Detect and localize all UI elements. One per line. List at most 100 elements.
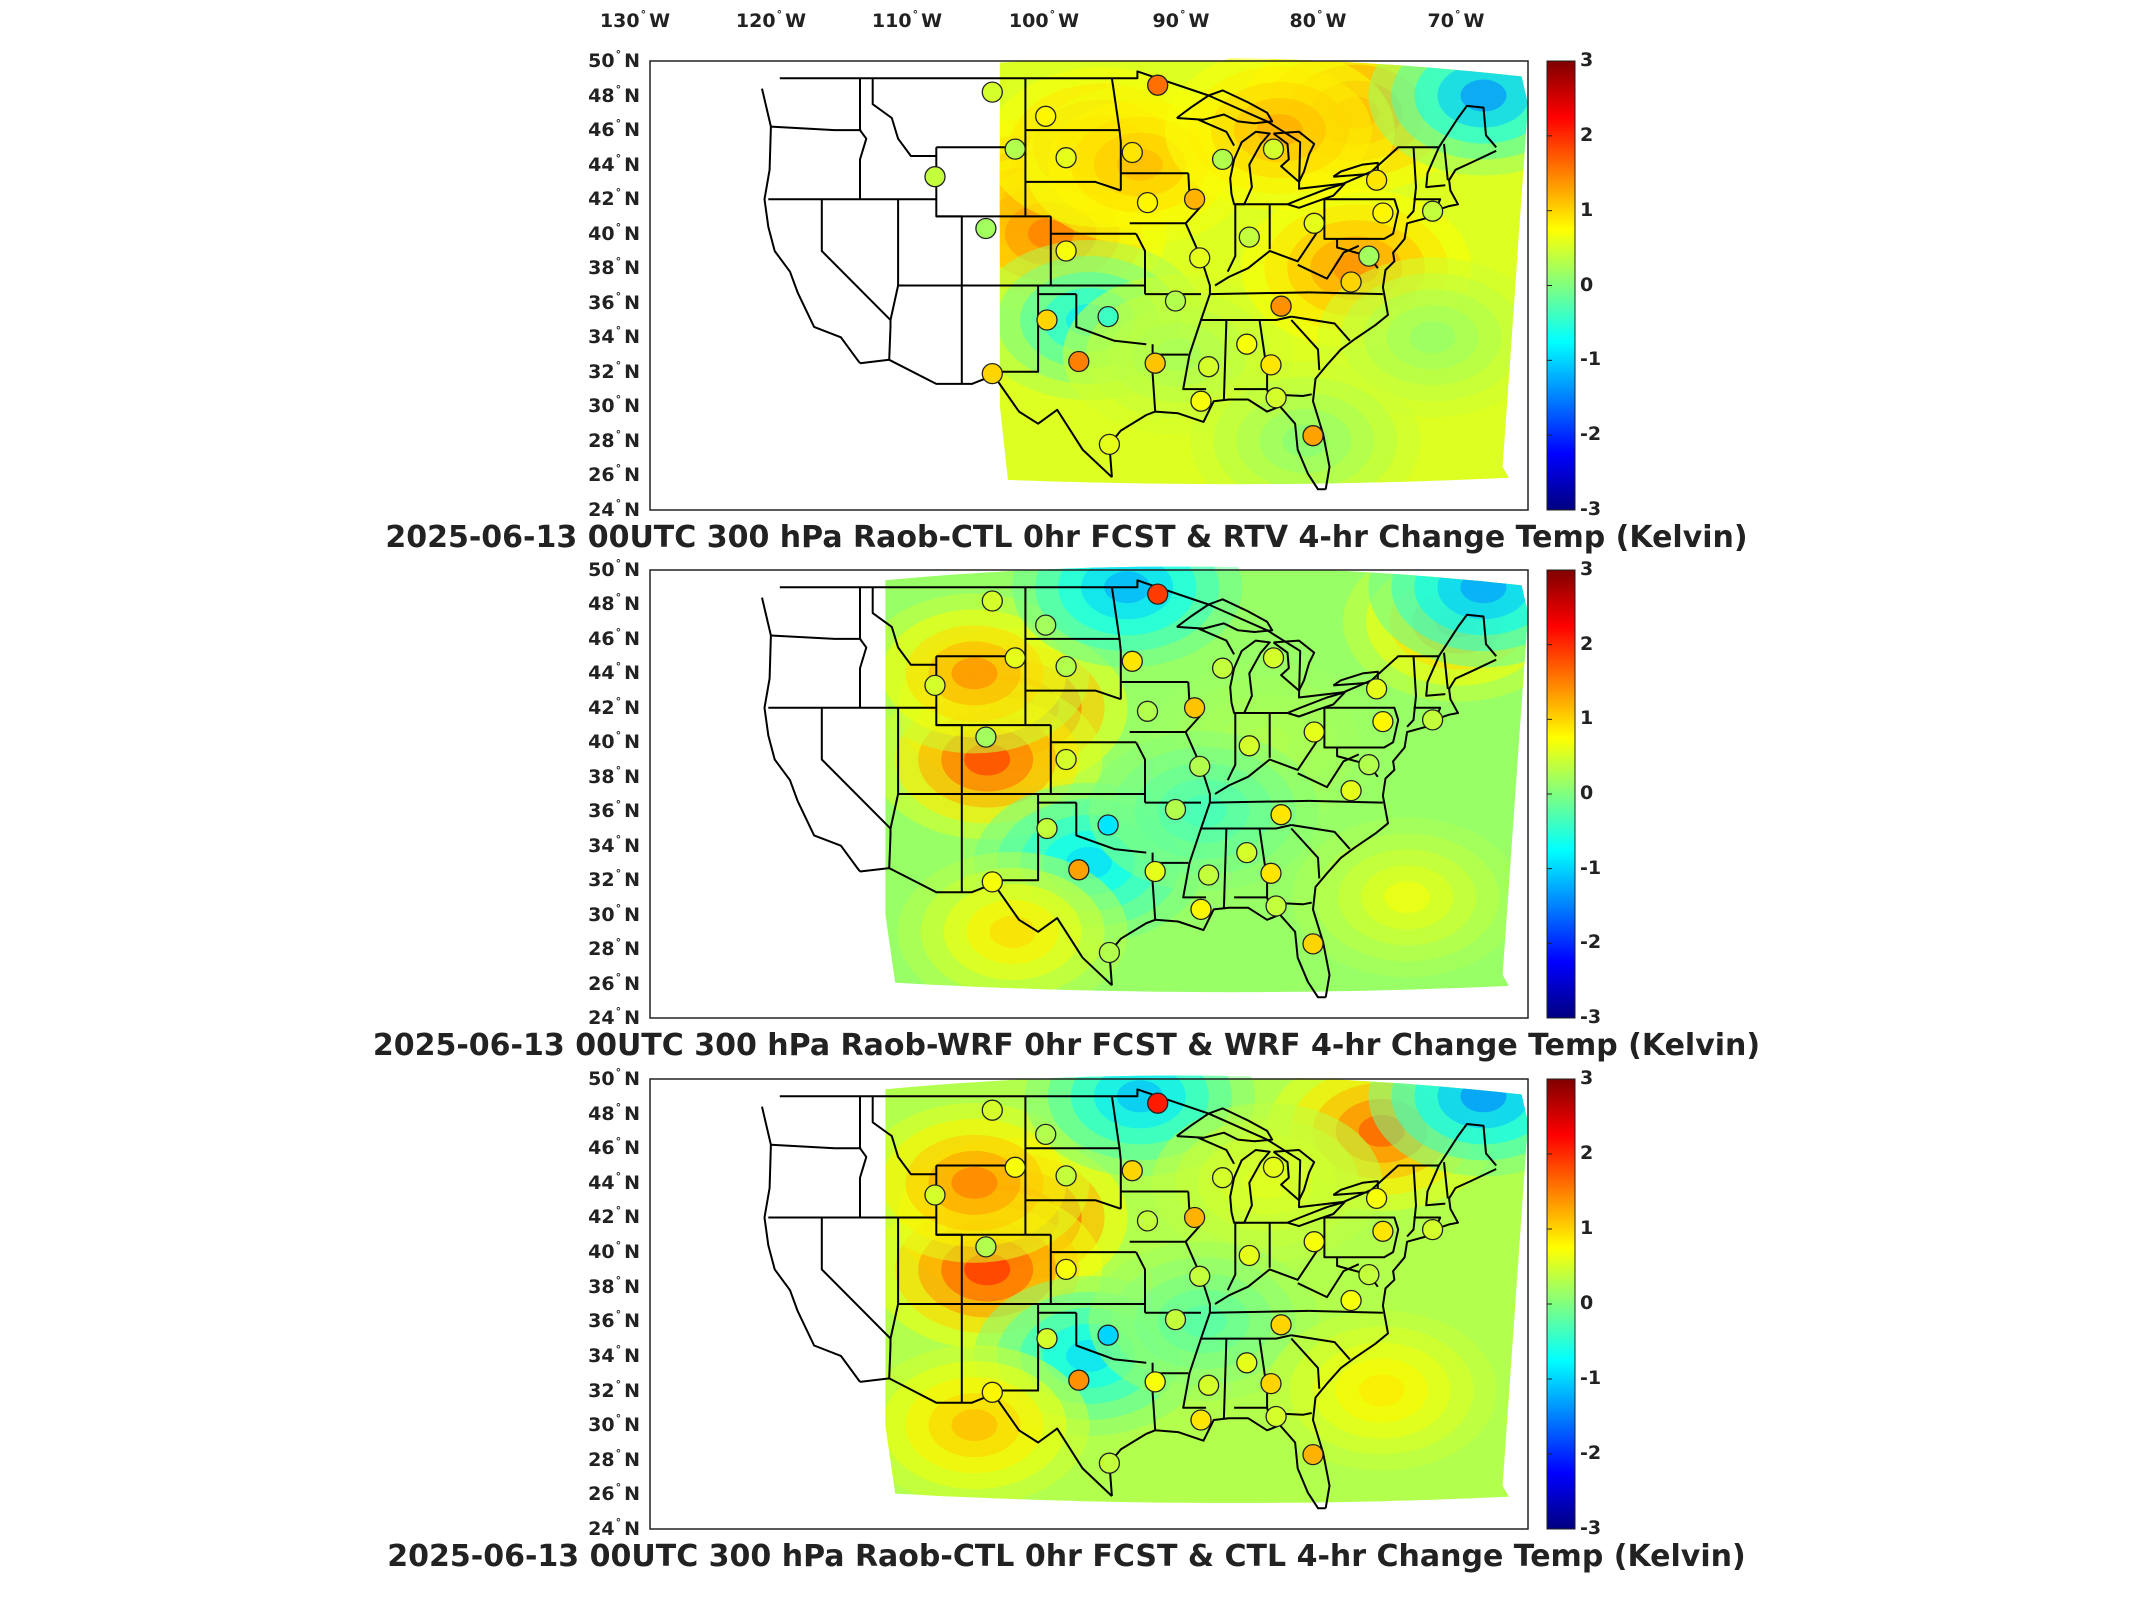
lat-tick-label: 24° N — [588, 1005, 640, 1029]
map-boundaries — [761, 579, 1497, 999]
raob-station-marker — [981, 1381, 1003, 1403]
atlantic-coast — [1312, 149, 1497, 490]
raob-station-marker — [1097, 814, 1119, 836]
id-west — [859, 78, 868, 200]
lat-tick-label: 26° N — [588, 1481, 640, 1506]
field-anomaly — [951, 1409, 998, 1442]
lake-ontario — [1332, 1180, 1379, 1196]
lake-ontario — [1332, 161, 1379, 178]
id-mt — [871, 78, 937, 157]
lon-tick-label: 110° W — [871, 8, 943, 32]
raob-station-marker — [1372, 1220, 1394, 1242]
raob-station-marker — [1421, 200, 1444, 222]
atlantic-coast — [1312, 658, 1497, 998]
lat-tick-label: 34° N — [588, 1342, 640, 1367]
ms-al — [1222, 828, 1228, 908]
wa-or — [770, 634, 862, 640]
me-nh — [1443, 143, 1449, 181]
lat-tick-label: 50° N — [588, 48, 640, 72]
raob-station-marker — [1303, 212, 1325, 234]
ks-mo — [1135, 1251, 1146, 1313]
nc-sc — [1291, 1334, 1351, 1361]
colorbar-tick-label: 2 — [1580, 632, 1594, 655]
lat-tick-label: 38° N — [588, 1273, 640, 1298]
colorbar-tick-label: 1 — [1580, 707, 1594, 730]
vt-nh — [1425, 1165, 1446, 1207]
raob-station-marker — [1365, 678, 1388, 700]
ms-al — [1222, 319, 1228, 400]
raob-station-marker — [1004, 1156, 1026, 1178]
raob-station-marker — [1372, 202, 1394, 224]
lon-tick-label: 100° W — [1008, 8, 1080, 32]
raob-station-marker — [1236, 1352, 1258, 1374]
temperature-field — [885, 566, 1528, 993]
lat-tick-label: 50° N — [588, 1066, 640, 1090]
raob-station-marker — [1358, 754, 1380, 776]
raob-station-marker — [1302, 933, 1324, 955]
raob-station-marker — [1055, 147, 1077, 169]
lat-tick-label: 24° N — [588, 497, 640, 521]
raob-station-marker — [1098, 941, 1121, 964]
field-anomaly — [1358, 1374, 1405, 1407]
lat-tick-label: 36° N — [588, 798, 640, 823]
raob-station-marker — [1365, 169, 1388, 191]
ga-sc — [1290, 1337, 1321, 1389]
west-coast — [761, 88, 861, 364]
raob-station-marker — [1190, 1409, 1212, 1431]
lat-tick-label: 26° N — [588, 462, 640, 487]
lon-tick-label: 130° W — [599, 8, 671, 32]
map-boundaries — [761, 1088, 1497, 1510]
raob-station-marker — [981, 81, 1003, 103]
lat-tick-label: 34° N — [588, 324, 640, 349]
colorbar-tick-label: 2 — [1580, 123, 1594, 146]
wv-va — [1297, 753, 1360, 789]
ohio-river — [1214, 1241, 1324, 1305]
raob-station-marker — [1270, 804, 1292, 826]
west-coast — [761, 1106, 861, 1383]
raob-station-marker — [1035, 1123, 1057, 1146]
raob-station-marker — [1197, 1374, 1220, 1396]
lat-tick-label: 38° N — [588, 763, 640, 788]
raob-station-marker — [1055, 655, 1077, 678]
raob-station-marker — [975, 1236, 997, 1258]
vt-nh — [1425, 146, 1446, 189]
ga-sc — [1290, 319, 1321, 371]
wi-mi — [1198, 118, 1235, 147]
id-west — [859, 587, 868, 708]
lake-huron — [1272, 130, 1316, 183]
raob-station-marker — [1183, 1206, 1206, 1229]
raob-station-marker — [1055, 240, 1077, 262]
gulf-coast — [1108, 906, 1326, 999]
ky-tn — [1209, 799, 1310, 804]
raob-station-marker — [1147, 74, 1169, 96]
ms-al — [1222, 1338, 1228, 1419]
raob-station-marker — [1197, 864, 1220, 886]
mexico-border — [859, 358, 1113, 478]
wi-mi — [1198, 627, 1235, 655]
raob-station-marker — [1036, 309, 1058, 331]
raob-station-marker — [1164, 798, 1187, 821]
raob-station-marker — [981, 362, 1003, 385]
field-anomaly — [951, 1166, 998, 1199]
va-nc — [1309, 1309, 1383, 1314]
raob-station-marker — [975, 217, 997, 240]
raob-station-marker — [1197, 356, 1220, 378]
mexico-border — [859, 1377, 1113, 1497]
raob-station-marker — [1358, 1263, 1380, 1286]
pa-border — [1323, 706, 1400, 749]
lake-superior — [1176, 1107, 1274, 1143]
gulf-coast — [1108, 398, 1326, 491]
raob-stations — [924, 74, 1444, 456]
raob-station-marker — [1136, 700, 1159, 722]
raob-station-marker — [1340, 779, 1362, 802]
lat-tick-label: 32° N — [588, 1377, 640, 1402]
raob-station-marker — [1183, 697, 1206, 719]
id-west — [859, 1096, 868, 1218]
raob-station-marker — [1098, 1452, 1121, 1474]
wa-or — [770, 1143, 862, 1150]
raob-stations — [924, 583, 1444, 964]
field-anomaly — [1384, 881, 1431, 914]
raob-station-marker — [1004, 647, 1026, 669]
